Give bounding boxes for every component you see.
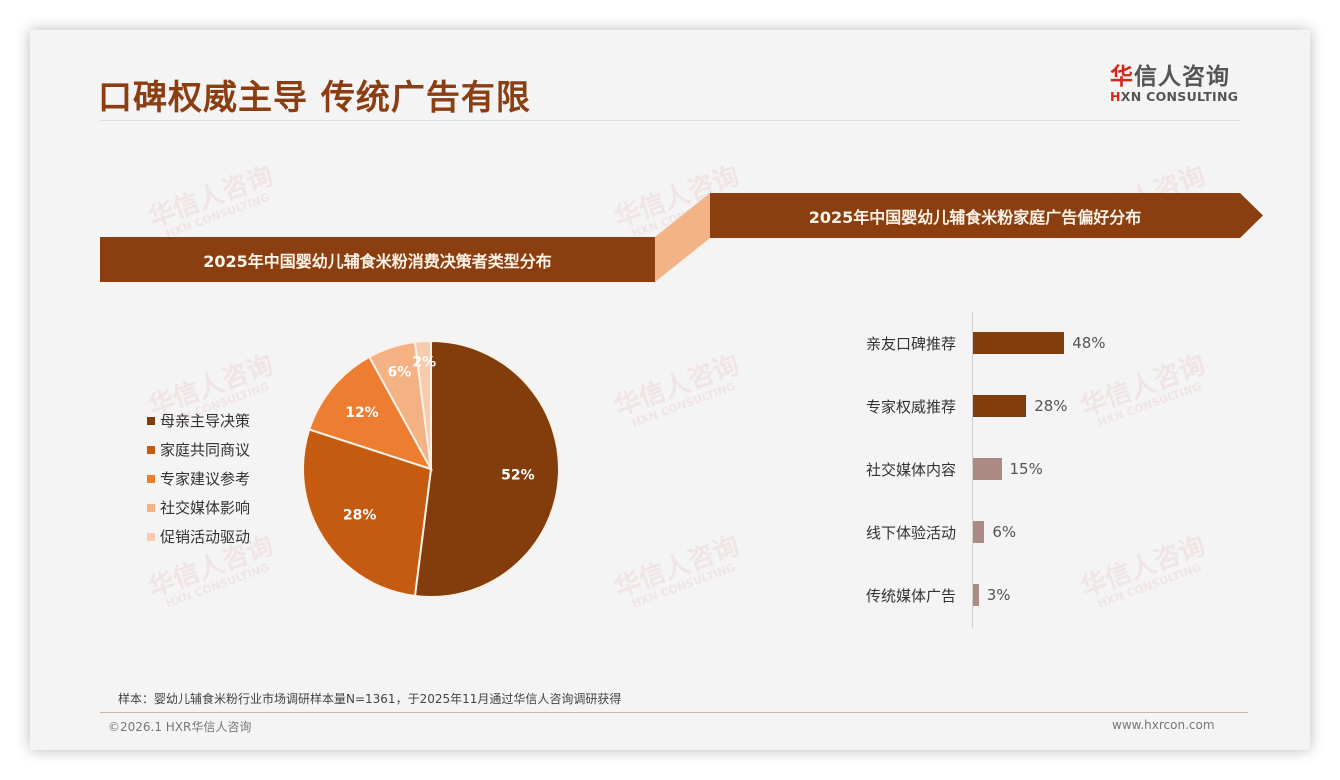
bar-category-label: 亲友口碑推荐	[865, 334, 956, 353]
legend-item: 社交媒体影响	[147, 493, 250, 522]
pie-value-label: 12%	[345, 405, 379, 421]
bar	[973, 395, 1027, 417]
bar-category-label: 社交媒体内容	[865, 460, 956, 479]
right-chart-title: 2025年中国婴幼儿辅食米粉家庭广告偏好分布	[808, 207, 1142, 227]
website-link[interactable]: www.hxrcon.com	[1112, 718, 1215, 732]
bar-value-label: 6%	[992, 523, 1017, 541]
legend-swatch	[147, 532, 155, 541]
pie-slice	[413, 339, 432, 470]
header-divider	[100, 120, 1240, 121]
bar	[973, 521, 985, 543]
page-title: 口碑权威主导 传统广告有限	[98, 78, 531, 118]
bar-value-label: 48%	[1072, 334, 1106, 352]
copyright: ©2026.1 HXR华信人咨询	[108, 720, 252, 734]
pie-value-label: 52%	[501, 467, 535, 483]
pie-chart: 52% 28% 12% 6%2%	[302, 339, 560, 598]
bar-category-label: 线下体验活动	[865, 523, 956, 542]
bar-chart-axis	[972, 312, 973, 628]
pie-slice	[302, 428, 433, 598]
pie-slice	[413, 339, 560, 598]
legend-item: 专家建议参考	[147, 464, 250, 493]
legend-item: 母亲主导决策	[147, 406, 250, 435]
left-chart-title: 2025年中国婴幼儿辅食米粉消费决策者类型分布	[203, 251, 552, 271]
legend-item: 家庭共同商议	[147, 435, 250, 464]
legend-item: 促销活动驱动	[147, 522, 250, 551]
legend-swatch	[147, 474, 155, 483]
slide	[30, 30, 1310, 750]
legend-swatch	[147, 445, 155, 454]
right-chart-banner: 2025年中国婴幼儿辅食米粉家庭广告偏好分布	[710, 193, 1263, 238]
pie-value-label: 2%	[412, 355, 436, 371]
bar-value-label: 15%	[1009, 460, 1043, 478]
footer-divider	[100, 712, 1248, 713]
banner-connector	[655, 193, 710, 282]
bar	[973, 584, 979, 606]
legend-swatch	[147, 503, 155, 512]
bar	[973, 332, 1065, 354]
bar-value-label: 3%	[986, 586, 1011, 604]
pie-value-label: 28%	[343, 507, 377, 523]
company-logo: 华信人咨询 HXN CONSULTING	[1110, 64, 1242, 104]
bar-category-label: 传统媒体广告	[865, 586, 956, 605]
legend-swatch	[147, 416, 155, 425]
logo-cn: 华信人咨询	[1110, 64, 1230, 90]
logo-en: HXN CONSULTING	[1110, 89, 1239, 104]
bar-category-label: 专家权威推荐	[865, 397, 956, 416]
pie-slice	[308, 355, 434, 471]
source-note: 样本：婴幼儿辅食米粉行业市场调研样本量N=1361，于2025年11月通过华信人…	[118, 692, 622, 706]
pie-value-label: 6%	[387, 365, 411, 381]
bar	[973, 458, 1002, 480]
pie-legend: 母亲主导决策 家庭共同商议 专家建议参考 社交媒体影响 促销活动驱动	[147, 406, 250, 551]
bar-value-label: 28%	[1034, 397, 1068, 415]
left-chart-banner: 2025年中国婴幼儿辅食米粉消费决策者类型分布	[100, 237, 655, 282]
